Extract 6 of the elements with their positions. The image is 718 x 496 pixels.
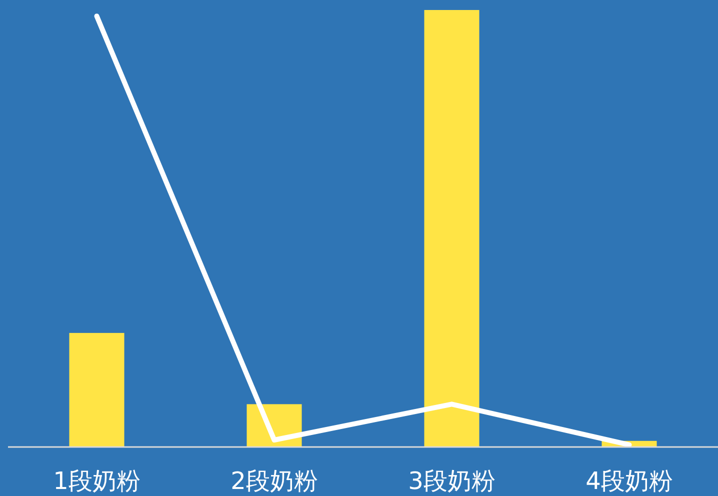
x-tick-label: 4段奶粉 [586,467,673,495]
bar [424,10,480,447]
x-tick-label: 1段奶粉 [53,467,140,495]
x-tick-label: 2段奶粉 [230,467,318,495]
x-tick-label: 3段奶粉 [408,467,496,495]
bar [69,332,124,447]
